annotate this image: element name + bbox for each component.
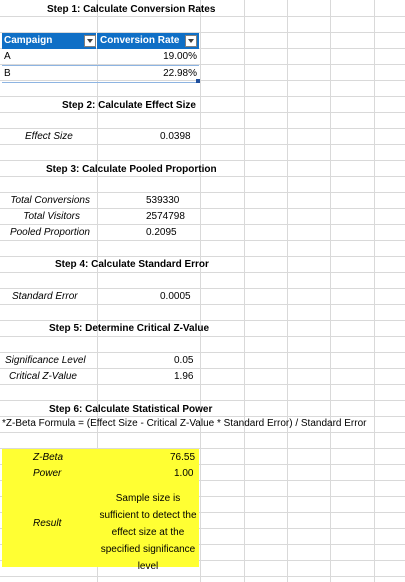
row-gridline	[0, 16, 405, 17]
standard-error-value: 0.0005	[160, 291, 191, 302]
step2-title: Step 2: Calculate Effect Size	[62, 100, 196, 111]
row-gridline	[0, 544, 405, 545]
row-gridline	[0, 288, 405, 289]
step1-title: Step 1: Calculate Conversion Rates	[47, 4, 216, 15]
results-highlight	[2, 449, 199, 567]
header-campaign-label: Campaign	[4, 35, 53, 46]
significance-level-value: 0.05	[174, 355, 194, 366]
header-conversion-rate-label: Conversion Rate	[100, 35, 180, 46]
row-gridline	[0, 64, 405, 65]
table-row[interactable]: B 22.98%	[2, 66, 199, 83]
step5-title: Step 5: Determine Critical Z-Value	[49, 323, 210, 334]
pooled-proportion-value: 0.2095	[146, 227, 177, 238]
column-gridline	[200, 0, 201, 582]
critical-z-value-label: Critical Z-Value	[9, 371, 77, 382]
row-gridline	[0, 368, 405, 369]
row-gridline	[0, 576, 405, 577]
total-conversions-value: 539330	[146, 195, 180, 206]
zbeta-label: Z-Beta	[33, 452, 64, 463]
column-gridline	[97, 0, 98, 582]
power-label: Power	[33, 468, 62, 479]
row-gridline	[0, 112, 405, 113]
row-gridline	[0, 336, 405, 337]
zbeta-formula-note: *Z-Beta Formula = (Effect Size - Critica…	[2, 418, 367, 429]
row-gridline	[0, 256, 405, 257]
row-gridline	[0, 512, 405, 513]
row-gridline	[0, 400, 405, 401]
table-header-campaign[interactable]: Campaign	[2, 33, 96, 49]
column-gridline	[244, 0, 245, 582]
campaign-cell: B	[4, 68, 11, 79]
step6-title: Step 6: Calculate Statistical Power	[49, 404, 213, 415]
row-gridline	[0, 208, 405, 209]
zbeta-value: 76.55	[170, 452, 196, 463]
effect-size-label: Effect Size	[25, 131, 73, 142]
column-gridline	[374, 0, 375, 582]
standard-error-label: Standard Error	[12, 291, 78, 302]
row-gridline	[0, 80, 405, 81]
campaign-cell: A	[4, 51, 11, 62]
row-gridline	[0, 144, 405, 145]
row-gridline	[0, 272, 405, 273]
result-value: Sample size is sufficient to detect the …	[99, 493, 197, 572]
result-label: Result	[33, 518, 62, 529]
pooled-proportion-label: Pooled Proportion	[9, 227, 90, 238]
filter-dropdown-icon[interactable]	[185, 35, 197, 47]
row-gridline	[0, 560, 405, 561]
total-visitors-label: Total Visitors	[23, 211, 80, 222]
filter-dropdown-icon[interactable]	[84, 35, 96, 47]
row-gridline	[0, 416, 405, 417]
power-value: 1.00	[174, 468, 194, 479]
effect-size-value: 0.0398	[160, 131, 191, 142]
row-gridline	[0, 528, 405, 529]
row-gridline	[0, 176, 405, 177]
row-gridline	[0, 432, 405, 433]
row-gridline	[0, 96, 405, 97]
row-gridline	[0, 48, 405, 49]
row-gridline	[0, 448, 405, 449]
row-gridline	[0, 320, 405, 321]
row-gridline	[0, 224, 405, 225]
row-gridline	[0, 384, 405, 385]
table-row[interactable]: A 19.00%	[2, 49, 199, 66]
critical-z-value-value: 1.96	[174, 371, 194, 382]
row-gridline	[0, 496, 405, 497]
row-gridline	[0, 160, 405, 161]
total-visitors-value: 2574798	[146, 211, 185, 222]
significance-level-label: Significance Level	[5, 355, 86, 366]
total-conversions-label: Total Conversions	[10, 195, 90, 206]
row-gridline	[0, 464, 405, 465]
row-gridline	[0, 240, 405, 241]
table-resize-handle[interactable]	[196, 79, 200, 83]
row-gridline	[0, 128, 405, 129]
rate-cell: 22.98%	[163, 68, 197, 79]
row-gridline	[0, 32, 405, 33]
column-gridline	[330, 0, 331, 582]
row-gridline	[0, 352, 405, 353]
rate-cell: 19.00%	[163, 51, 197, 62]
row-gridline	[0, 480, 405, 481]
column-gridline	[287, 0, 288, 582]
step3-title: Step 3: Calculate Pooled Proportion	[46, 164, 217, 175]
row-gridline	[0, 304, 405, 305]
row-gridline	[0, 192, 405, 193]
table-header-conversion-rate[interactable]: Conversion Rate	[97, 33, 199, 49]
step4-title: Step 4: Calculate Standard Error	[55, 259, 209, 270]
